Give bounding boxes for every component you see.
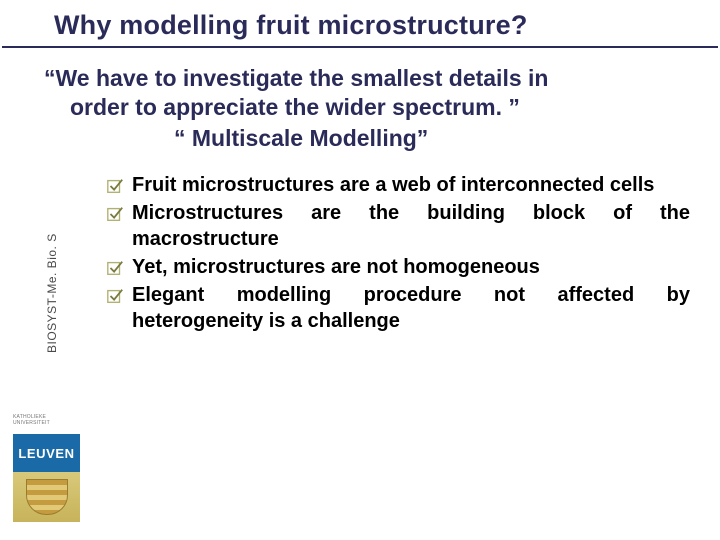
- checkbox-icon: [106, 287, 124, 305]
- quote-line2: order to appreciate the wider spectrum. …: [44, 93, 684, 122]
- bullet-item: Yet, microstructures are not homogeneous: [106, 254, 690, 280]
- bullet-item: Elegant modelling procedure not affected…: [106, 282, 690, 334]
- checkbox-icon: [106, 205, 124, 223]
- quote-subtitle: “ Multiscale Modelling”: [44, 124, 684, 153]
- slide: Why modelling fruit microstructure? “We …: [0, 0, 720, 540]
- bullet-list: Fruit microstructures are a web of inter…: [106, 172, 690, 336]
- bullet-text: Microstructures are the building block o…: [132, 200, 690, 252]
- bullet-item: Fruit microstructures are a web of inter…: [106, 172, 690, 198]
- sidebar-label: BIOSYST-Me. Bio. S: [45, 233, 59, 353]
- quote-block: “We have to investigate the smallest det…: [44, 64, 684, 152]
- logo: KATHOLIEKE UNIVERSITEIT LEUVEN: [13, 406, 80, 522]
- logo-crest: [13, 472, 80, 522]
- slide-title: Why modelling fruit microstructure?: [54, 10, 528, 41]
- crest-icon: [26, 479, 68, 515]
- logo-top: KATHOLIEKE UNIVERSITEIT: [13, 406, 80, 434]
- checkbox-icon: [106, 259, 124, 277]
- bullet-text: Fruit microstructures are a web of inter…: [132, 172, 690, 198]
- title-underline: [2, 46, 718, 48]
- bullet-item: Microstructures are the building block o…: [106, 200, 690, 252]
- logo-top-text: KATHOLIEKE UNIVERSITEIT: [13, 414, 80, 426]
- bullet-text: Elegant modelling procedure not affected…: [132, 282, 690, 334]
- bullet-text: Yet, microstructures are not homogeneous: [132, 254, 690, 280]
- logo-main: LEUVEN: [13, 434, 80, 472]
- logo-main-text: LEUVEN: [18, 446, 74, 461]
- checkbox-icon: [106, 177, 124, 195]
- quote-line1: “We have to investigate the smallest det…: [44, 64, 684, 93]
